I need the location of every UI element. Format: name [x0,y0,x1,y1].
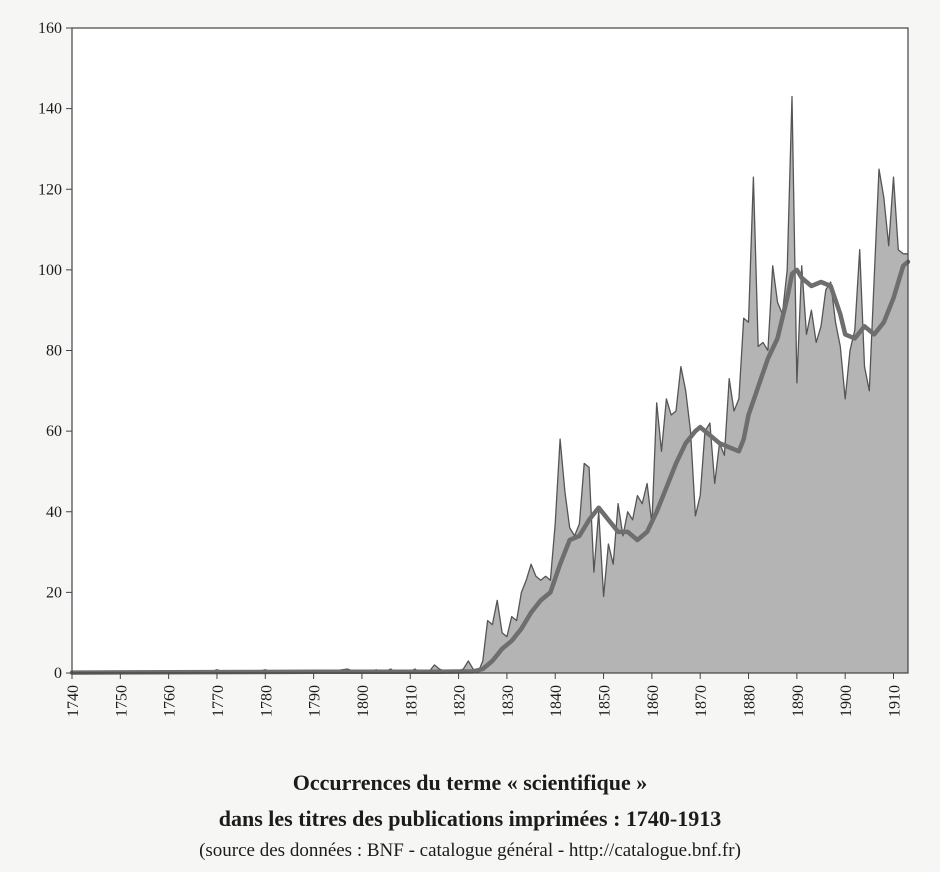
x-tick-label: 1900 [838,685,855,717]
y-tick-label: 20 [46,584,62,601]
x-tick-label: 1860 [645,685,662,717]
x-tick-label: 1780 [258,685,275,717]
x-tick-label: 1870 [693,685,710,717]
x-tick-label: 1890 [790,685,807,717]
x-tick-label: 1880 [742,685,759,717]
x-tick-label: 1740 [65,685,82,717]
series-occurrences-area [72,96,908,673]
x-tick-label: 1840 [548,685,565,717]
chart-title-line-1: Occurrences du terme « scientifique » [292,770,648,795]
moving-average-layer [69,259,911,675]
x-tick-label: 1810 [403,685,420,717]
y-tick-label: 80 [46,343,62,360]
y-tick-label: 0 [54,665,62,682]
y-tick-label: 40 [46,504,62,521]
x-tick-label: 1770 [210,685,227,717]
y-tick-label: 160 [38,20,62,37]
series-moving-average-line [69,259,911,675]
x-tick-label: 1800 [355,685,372,717]
y-tick-label: 140 [38,101,62,118]
x-tick-label: 1760 [162,685,179,717]
x-axis: 1740 1750 1760 1770 1780 1790 1800 1810 1820 1830… [65,673,904,717]
y-tick-label: 120 [38,181,62,198]
x-tick-label: 1790 [307,685,324,717]
chart-source: (source des données : BNF - catalogue gé… [199,840,741,861]
x-tick-label: 1820 [452,685,469,717]
x-tick-label: 1750 [113,685,130,717]
chart-title-line-2: dans les titres des publications imprimé… [218,806,722,831]
x-tick-label: 1850 [597,685,614,717]
x-tick-label: 1910 [887,685,904,717]
y-tick-label: 60 [46,423,62,440]
y-tick-label: 100 [38,262,62,279]
x-tick-label: 1830 [500,685,517,717]
y-axis: 0 20 40 60 80 100 120 140 160 [38,20,72,682]
